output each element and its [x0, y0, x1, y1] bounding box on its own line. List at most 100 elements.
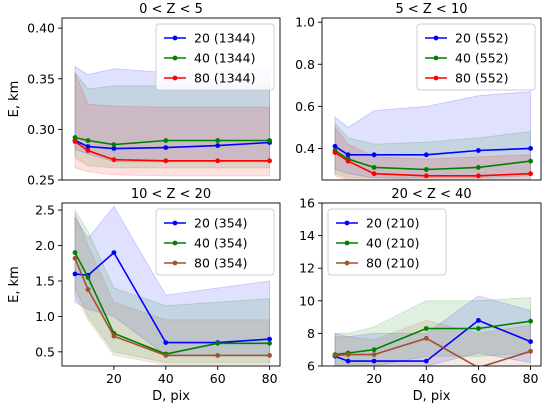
legend-marker [172, 35, 178, 41]
y-tick-label: 16 [299, 196, 315, 211]
legend-marker [344, 240, 350, 246]
panel-title: 10 < Z < 20 [131, 187, 211, 202]
series-line-2 [74, 252, 270, 355]
series-band-3 [74, 213, 270, 365]
data-point [163, 340, 169, 345]
axes-frame [321, 17, 542, 181]
data-point [423, 152, 429, 158]
data-point [163, 138, 169, 143]
legend: 20 (552) 40 (552) 80 (552) [416, 23, 536, 91]
legend-box [155, 208, 275, 276]
axes-frame [61, 17, 281, 181]
data-point [111, 142, 117, 148]
data-point [371, 165, 377, 170]
axes-frame [321, 202, 542, 367]
data-point [72, 250, 78, 256]
data-point [345, 352, 351, 357]
legend-marker [344, 260, 350, 266]
panel-3: 0.5 1.0 1.5 2.0 2.5 20 40 60 80 10 < Z < 20 E, km D… [7, 187, 281, 404]
y-tick-label: 6 [307, 359, 315, 374]
series-band-2 [334, 122, 531, 180]
panel-1: 0.25 0.30 0.35 0.40 0 < Z < 5 E, km 20 (1344) 4… [7, 2, 281, 188]
legend-label: 40 (1344) [194, 51, 255, 66]
data-point [423, 358, 429, 364]
x-tick-label: 80 [523, 371, 539, 386]
y-tick-label: 12 [299, 261, 315, 276]
series-line-3 [74, 140, 270, 162]
data-point [215, 138, 221, 143]
legend-box [155, 23, 275, 91]
legend-label: 20 (552) [455, 31, 509, 46]
data-point [528, 348, 533, 354]
data-point [267, 138, 272, 143]
data-point [267, 158, 272, 164]
x-tick-label: 60 [470, 371, 486, 386]
legend: 20 (1344) 40 (1344) 80 (1344) [155, 23, 275, 91]
legend-label: 40 (354) [194, 236, 248, 251]
y-tick-label: 10 [299, 293, 315, 308]
y-tick-label: 0.6 [295, 99, 315, 114]
data-point [111, 333, 117, 339]
data-point [476, 165, 481, 170]
x-tick-label: 40 [158, 371, 174, 386]
series-band-1 [334, 295, 531, 366]
y-tick-label: 0.30 [27, 122, 55, 137]
series-line-3 [334, 151, 531, 177]
x-axis-label: D, pix [152, 389, 190, 404]
panel-title: 20 < Z < 40 [391, 187, 471, 202]
y-tick-label: 0.35 [27, 71, 55, 86]
legend-label: 80 (1344) [194, 71, 255, 86]
data-point [163, 353, 169, 358]
legend-box [416, 23, 536, 91]
y-tick-label: 0.25 [27, 173, 55, 188]
panel-title: 5 < Z < 10 [395, 2, 467, 17]
panel-4: 6 8 10 12 14 16 20 40 60 80 20 < Z < 40 D, pix 20 (2… [299, 187, 542, 404]
legend-marker [172, 220, 178, 226]
series-line-3 [74, 257, 270, 357]
y-tick-label: 2.0 [35, 238, 55, 253]
series-line-1 [334, 145, 531, 156]
data-point [476, 148, 481, 153]
panel-2: 0.4 0.6 0.8 1.0 5 < Z < 10 20 (552) 40 (552) 80… [295, 2, 542, 181]
y-tick-label: 1.0 [35, 309, 55, 324]
y-tick-label: 1.0 [295, 15, 315, 30]
data-point [371, 352, 377, 357]
y-tick-label: 14 [299, 228, 315, 243]
legend-marker [172, 75, 178, 81]
legend-label: 80 (552) [455, 71, 509, 86]
x-tick-label: 20 [106, 371, 122, 386]
legend-marker [172, 260, 178, 266]
data-point [332, 143, 338, 149]
legend-label: 20 (210) [366, 216, 420, 231]
x-tick-label: 60 [210, 371, 226, 386]
data-point [163, 145, 169, 151]
panel-title: 0 < Z < 5 [139, 2, 203, 17]
data-point [345, 358, 351, 364]
data-point [85, 138, 91, 143]
data-point [476, 318, 481, 323]
data-point [345, 158, 351, 164]
legend: 20 (210) 40 (210) 80 (210) [327, 208, 447, 276]
data-point [215, 158, 221, 164]
data-point [267, 340, 272, 346]
y-tick-label: 0.8 [295, 57, 315, 72]
data-point [215, 143, 221, 149]
legend-marker [433, 55, 439, 61]
data-point [371, 358, 377, 364]
legend: 20 (354) 40 (354) 80 (354) [155, 208, 275, 276]
data-point [85, 275, 91, 280]
plot-area [72, 205, 272, 365]
legend-label: 80 (210) [366, 256, 420, 271]
data-point [528, 318, 533, 324]
data-point [423, 326, 429, 331]
data-point [371, 152, 377, 158]
data-point [423, 173, 429, 179]
y-tick-label: 0.4 [295, 141, 315, 156]
data-point [528, 339, 533, 344]
data-point [345, 152, 351, 158]
x-tick-label: 80 [262, 371, 278, 386]
data-point [371, 347, 377, 353]
data-point [423, 167, 429, 172]
axes-frame [61, 202, 281, 367]
